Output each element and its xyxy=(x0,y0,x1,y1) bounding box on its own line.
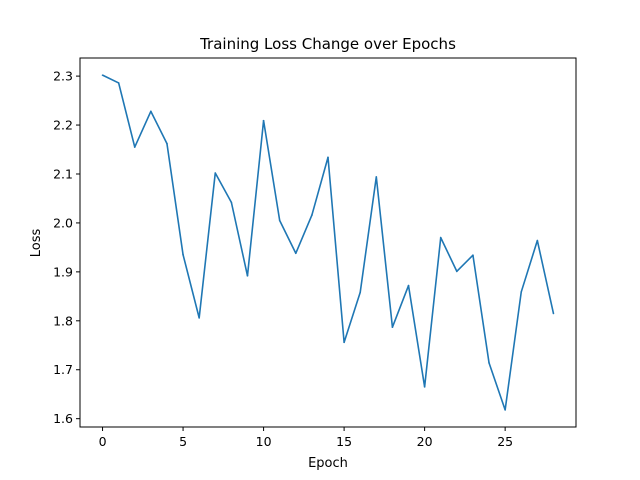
data-point xyxy=(150,110,152,113)
data-point xyxy=(182,253,184,256)
data-point xyxy=(133,146,136,148)
y-tick-label: 2.0 xyxy=(53,215,73,230)
data-point xyxy=(488,362,490,364)
data-point xyxy=(343,341,345,344)
data-point xyxy=(375,176,378,178)
data-point xyxy=(101,74,104,76)
data-point xyxy=(311,214,313,216)
data-point xyxy=(214,172,217,174)
x-tick-label: 5 xyxy=(179,434,187,449)
data-point xyxy=(166,142,168,145)
x-tick-label: 10 xyxy=(256,434,272,449)
chart-title: Training Loss Change over Epochs xyxy=(199,35,456,53)
plot-area xyxy=(101,74,555,411)
data-point xyxy=(117,82,120,84)
data-point xyxy=(407,284,410,287)
y-tick-label: 2.2 xyxy=(53,118,73,133)
data-point xyxy=(198,317,200,319)
data-point xyxy=(520,291,523,293)
y-tick-label: 1.9 xyxy=(53,264,73,279)
y-axis: 1.6 1.7 1.8 1.9 2.0 2.1 2.2 2.3 xyxy=(53,69,80,426)
data-point xyxy=(504,409,506,411)
y-tick-label: 1.8 xyxy=(53,313,73,328)
data-point xyxy=(262,119,265,122)
data-point xyxy=(536,239,539,242)
loss-series-line xyxy=(102,74,555,411)
y-tick-label: 1.6 xyxy=(53,411,73,426)
x-tick-label: 20 xyxy=(417,434,433,449)
y-tick-label: 1.7 xyxy=(53,362,73,377)
data-point xyxy=(246,274,249,277)
data-point xyxy=(391,326,394,328)
data-point xyxy=(552,312,555,315)
data-point xyxy=(327,156,329,159)
plot-frame xyxy=(79,57,577,428)
data-point xyxy=(359,291,362,294)
x-tick-label: 25 xyxy=(497,434,513,449)
y-tick-label: 2.3 xyxy=(53,69,73,84)
data-point xyxy=(278,219,281,222)
data-point xyxy=(423,386,426,388)
x-axis: 0 5 10 15 20 25 xyxy=(99,427,513,449)
x-axis-label: Epoch xyxy=(308,456,348,471)
data-point xyxy=(230,201,233,204)
x-tick-label: 15 xyxy=(336,434,352,449)
data-point xyxy=(439,236,442,239)
data-point xyxy=(472,254,474,257)
data-point xyxy=(294,252,297,255)
data-point xyxy=(456,270,458,273)
y-tick-label: 2.1 xyxy=(53,166,73,181)
y-axis-label: Loss xyxy=(29,229,44,258)
x-tick-label: 0 xyxy=(99,434,107,449)
